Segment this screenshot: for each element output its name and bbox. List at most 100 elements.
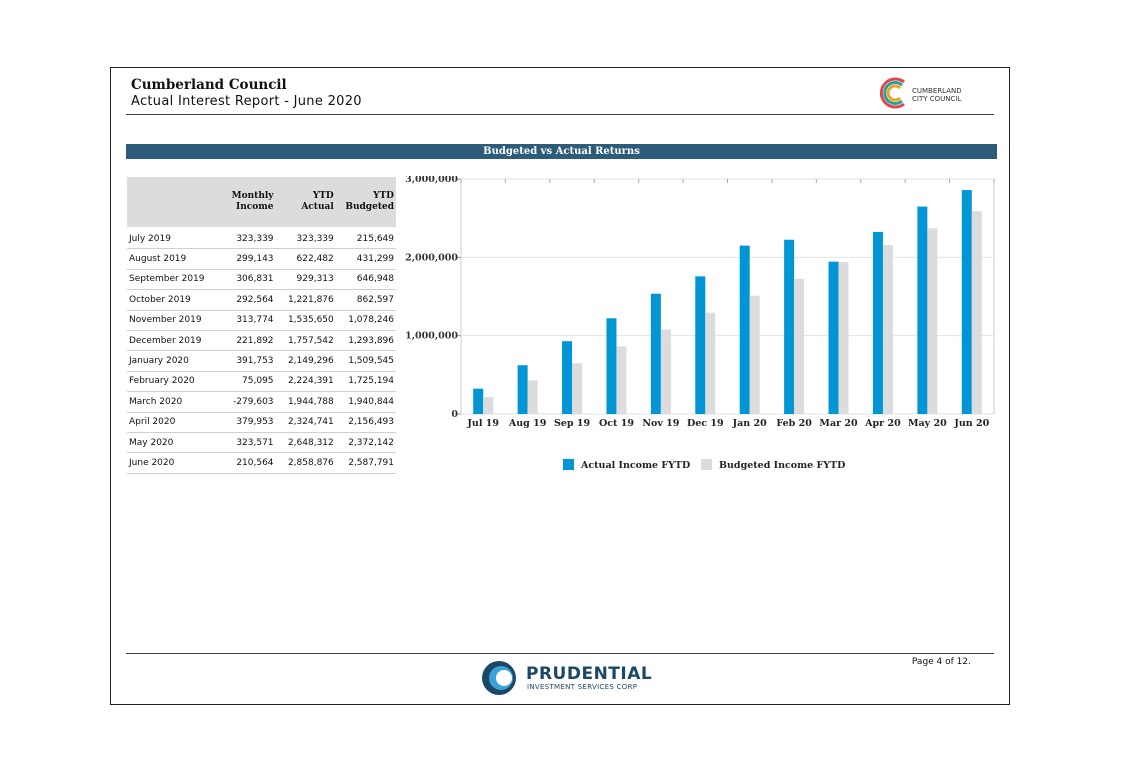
- table-row: October 2019 292,564 1,221,876 862,597: [127, 289, 396, 311]
- prudential-logo-icon: [482, 661, 516, 695]
- prudential-name: PRUDENTIAL: [526, 664, 653, 684]
- ytd-budgeted-cell: 1,293,896: [335, 330, 396, 352]
- legend-label-budget: Budgeted Income FYTD: [719, 460, 845, 471]
- row-month: May 2020: [127, 432, 224, 454]
- table-row: January 2020 391,753 2,149,296 1,509,545: [127, 350, 396, 372]
- ytd-budgeted-cell: 1,078,246: [335, 310, 396, 331]
- cumberland-logo: CUMBERLAND CITY COUNCIL: [876, 74, 976, 114]
- ytd-budgeted-cell: 2,372,142: [335, 432, 396, 454]
- monthly-income-cell: -279,603: [223, 391, 276, 413]
- logo-text-line-1: CUMBERLAND: [912, 87, 962, 95]
- actual-bar: [917, 206, 928, 414]
- budget-bar: [572, 363, 583, 414]
- monthly-income-cell: 299,143: [223, 248, 276, 270]
- report-page: Cumberland Council Actual Interest Repor…: [110, 67, 1010, 705]
- section-banner: Budgeted vs Actual Returns: [126, 144, 997, 159]
- budget-bar: [794, 278, 805, 414]
- ytd-budgeted-cell: 2,156,493: [335, 412, 396, 433]
- budget-bar: [838, 261, 849, 414]
- ytd-actual-cell: 2,648,312: [275, 432, 336, 454]
- legend-label-actual: Actual Income FYTD: [580, 460, 690, 471]
- monthly-income-cell: 75,095: [223, 371, 276, 393]
- budget-bar: [705, 312, 716, 414]
- monthly-income-cell: 292,564: [223, 289, 276, 311]
- monthly-income-cell: 391,753: [223, 350, 276, 372]
- ytd-budgeted-cell: 646,948: [335, 269, 396, 291]
- table-row: September 2019 306,831 929,313 646,948: [127, 269, 396, 291]
- monthly-income-cell: 221,892: [223, 330, 276, 352]
- actual-bar: [473, 388, 484, 414]
- budget-bar: [927, 228, 938, 414]
- budget-bar: [527, 380, 538, 414]
- monthly-income-cell: 323,571: [223, 432, 276, 454]
- ytd-budgeted-cell: 2,587,791: [335, 452, 396, 474]
- x-tick-label: Feb 20: [776, 418, 812, 429]
- actual-bar: [784, 239, 795, 414]
- x-tick-label: Jan 20: [732, 418, 767, 429]
- actual-bar: [606, 318, 617, 414]
- x-tick-label: Dec 19: [687, 418, 724, 429]
- table-header-row: Monthly Income YTD Actual YTD Budgeted: [127, 177, 396, 227]
- x-tick-label: Nov 19: [642, 418, 679, 429]
- x-tick-label: Aug 19: [508, 418, 547, 429]
- ytd-budgeted-cell: 431,299: [335, 248, 396, 270]
- y-tick-label: 1,000,000: [405, 331, 458, 342]
- table-row: April 2020 379,953 2,324,741 2,156,493: [127, 412, 396, 433]
- prudential-sub: INVESTMENT SERVICES CORP: [527, 683, 638, 691]
- ytd-budgeted-cell: 1,509,545: [335, 350, 396, 372]
- ytd-budgeted-cell: 1,940,844: [335, 391, 396, 413]
- col-header-ytd-actual: YTD Actual: [275, 177, 336, 227]
- header-divider: [126, 114, 994, 115]
- logo-text-line-2: CITY COUNCIL: [912, 95, 962, 103]
- x-tick-label: Oct 19: [599, 418, 634, 429]
- ytd-actual-cell: 2,324,741: [275, 412, 336, 433]
- budget-bar: [616, 346, 627, 414]
- row-month: July 2019: [127, 227, 224, 250]
- actual-bar: [517, 365, 528, 414]
- monthly-income-cell: 210,564: [223, 452, 276, 474]
- table-row: May 2020 323,571 2,648,312 2,372,142: [127, 432, 396, 454]
- row-month: November 2019: [127, 310, 224, 331]
- ytd-actual-cell: 929,313: [275, 269, 336, 291]
- table-row: December 2019 221,892 1,757,542 1,293,896: [127, 330, 396, 352]
- actual-bar: [562, 341, 573, 414]
- monthly-income-cell: 323,339: [223, 227, 276, 250]
- ytd-actual-cell: 1,944,788: [275, 391, 336, 413]
- budget-vs-actual-chart: 0 1,000,000 2,000,000 3,000,000 Jul 19 Aug 19…: [405, 176, 995, 471]
- report-title: Actual Interest Report - June 2020: [131, 94, 362, 109]
- ytd-actual-cell: 2,224,391: [275, 371, 336, 393]
- x-tick-label: Apr 20: [864, 418, 901, 429]
- y-tick-label: 2,000,000: [405, 252, 458, 263]
- returns-table: Monthly Income YTD Actual YTD Budgeted J…: [127, 177, 396, 474]
- monthly-income-cell: 379,953: [223, 412, 276, 433]
- table-row: June 2020 210,564 2,858,876 2,587,791: [127, 452, 396, 474]
- table-row: March 2020 -279,603 1,944,788 1,940,844: [127, 391, 396, 413]
- ytd-actual-cell: 2,149,296: [275, 350, 336, 372]
- ytd-actual-cell: 2,858,876: [275, 452, 336, 474]
- legend-swatch-budget: [701, 459, 712, 470]
- x-tick-label: May 20: [908, 418, 947, 429]
- ytd-actual-cell: 1,535,650: [275, 310, 336, 331]
- cumberland-logo-text: CUMBERLAND CITY COUNCIL: [912, 87, 962, 103]
- x-tick-label: Sep 19: [554, 418, 590, 429]
- budget-bar: [749, 295, 760, 414]
- col-header-month: [127, 177, 224, 227]
- page-number: Page 4 of 12.: [911, 657, 971, 667]
- ytd-actual-cell: 1,221,876: [275, 289, 336, 311]
- row-month: March 2020: [127, 391, 224, 413]
- actual-bar: [739, 245, 750, 414]
- row-month: December 2019: [127, 330, 224, 352]
- table-row: July 2019 323,339 323,339 215,649: [127, 227, 396, 250]
- row-month: August 2019: [127, 248, 224, 270]
- budget-bar: [483, 397, 494, 414]
- col-header-ytd-budgeted: YTD Budgeted: [335, 177, 396, 227]
- monthly-income-cell: 306,831: [223, 269, 276, 291]
- ytd-actual-cell: 1,757,542: [275, 330, 336, 352]
- ytd-actual-cell: 622,482: [275, 248, 336, 270]
- budget-bar: [660, 329, 671, 414]
- cumberland-logo-icon: [879, 77, 905, 109]
- table-row: August 2019 299,143 622,482 431,299: [127, 248, 396, 270]
- row-month: September 2019: [127, 269, 224, 291]
- row-month: June 2020: [127, 452, 224, 474]
- actual-bar: [828, 261, 839, 414]
